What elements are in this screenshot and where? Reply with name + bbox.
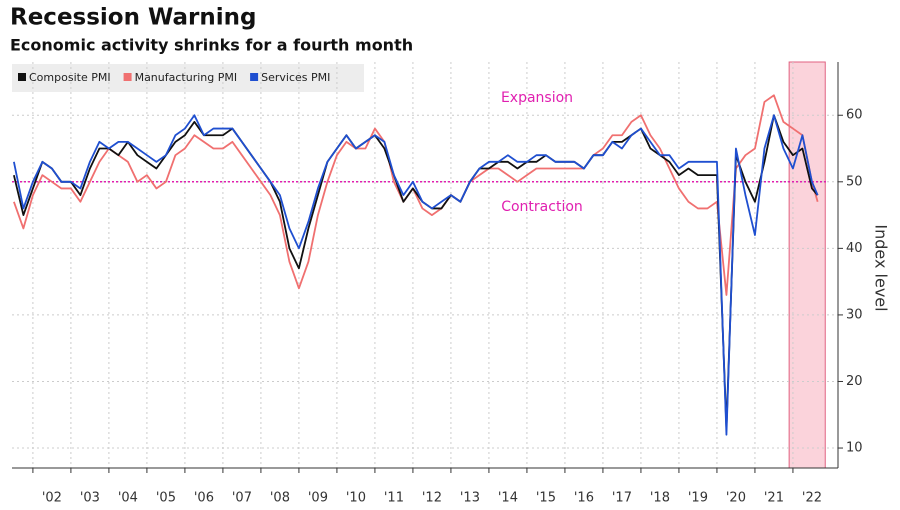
legend-swatch xyxy=(123,73,132,81)
y-tick-label: 10 xyxy=(846,441,863,456)
x-tick-label: '16 xyxy=(574,491,594,506)
x-tick-label: '09 xyxy=(308,491,328,506)
series-line xyxy=(13,114,819,429)
series-line xyxy=(13,94,819,296)
x-tick-label: '11 xyxy=(384,491,404,506)
x-tick-label: '14 xyxy=(498,491,518,506)
x-tick-label: '20 xyxy=(726,491,746,506)
x-tick-label: '12 xyxy=(422,491,442,506)
x-tick-label: '19 xyxy=(688,491,708,506)
x-tick-label: '08 xyxy=(270,491,290,506)
y-axis-label: Index level xyxy=(872,224,891,311)
y-tick-label: 30 xyxy=(846,307,863,322)
series-line xyxy=(13,114,819,436)
y-tick-label: 50 xyxy=(846,174,863,189)
annotation: Contraction xyxy=(501,199,583,215)
x-tick-label: '07 xyxy=(232,491,252,506)
y-tick-label: 20 xyxy=(846,374,863,389)
legend-label: Composite PMI xyxy=(29,71,111,84)
legend-swatch xyxy=(250,73,259,81)
x-tick-label: '06 xyxy=(194,491,214,506)
y-tick-label: 60 xyxy=(846,108,863,123)
legend-label: Manufacturing PMI xyxy=(135,71,238,84)
x-tick-label: '02 xyxy=(42,491,62,506)
chart-subtitle: Economic activity shrinks for a fourth m… xyxy=(10,36,413,55)
x-tick-label: '03 xyxy=(80,491,100,506)
x-tick-label: '04 xyxy=(118,491,138,506)
annotation: Expansion xyxy=(501,90,573,106)
x-tick-label: '10 xyxy=(346,491,366,506)
y-tick-label: 40 xyxy=(846,241,863,256)
legend-swatch xyxy=(18,73,26,81)
x-tick-label: '13 xyxy=(460,491,480,506)
x-tick-label: '15 xyxy=(536,491,556,506)
x-tick-label: '18 xyxy=(650,491,670,506)
x-tick-label: '17 xyxy=(612,491,632,506)
x-tick-label: '22 xyxy=(802,491,822,506)
chart-title: Recession Warning xyxy=(10,5,257,31)
x-tick-label: '21 xyxy=(764,491,784,506)
shaded-period xyxy=(788,61,826,469)
x-tick-label: '05 xyxy=(156,491,176,506)
legend-label: Services PMI xyxy=(261,71,330,84)
